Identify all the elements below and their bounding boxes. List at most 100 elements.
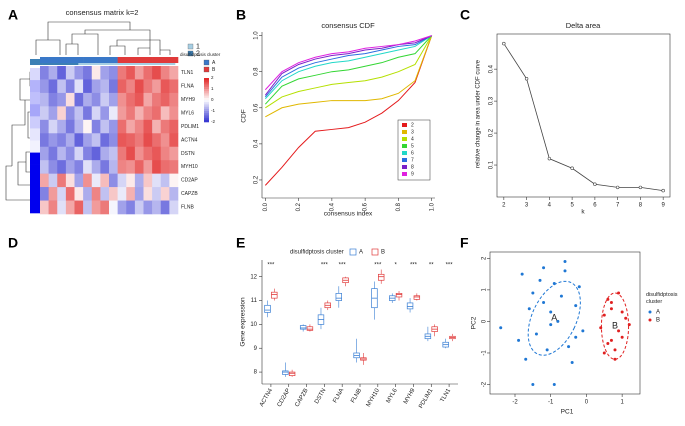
panel-label: F: [460, 235, 469, 251]
heatmap-cell: [126, 146, 136, 161]
heatmap-cell: [109, 106, 118, 121]
heatmap-cell: [160, 133, 170, 148]
heatmap-cell: [74, 92, 84, 107]
heatmap-cell: [126, 119, 136, 134]
y-tick-label: 2: [482, 256, 488, 260]
heatmap-cell: [169, 200, 179, 215]
colorbar-step: [204, 119, 209, 123]
y-tick-label: 0.6: [254, 103, 260, 112]
point: [613, 348, 617, 352]
gene-label: CAPZB: [181, 191, 198, 197]
point: [567, 345, 571, 349]
point: [609, 300, 613, 304]
box: [271, 291, 278, 299]
point: [602, 351, 606, 355]
heatmap-cell: [160, 66, 170, 80]
point: [538, 278, 542, 282]
x-tick-label: 3: [525, 203, 529, 209]
point: [524, 357, 528, 361]
heatmap-cell: [134, 79, 144, 94]
cluster-bar: [65, 57, 75, 63]
heatmap-cell: [109, 66, 118, 80]
heatmap-cell: [30, 188, 43, 202]
heatmap-cell: [83, 160, 93, 174]
colorbar-step: [204, 100, 209, 103]
heatmap-cell: [40, 66, 49, 80]
significance: ***: [267, 263, 275, 269]
chart-title: Delta area: [566, 21, 601, 30]
point: [606, 342, 610, 346]
heatmap-cell: [160, 173, 170, 188]
heatmap-cell: [143, 92, 153, 107]
x-tick-label: CAPZB: [294, 388, 309, 408]
y-axis-label: Gene expression: [240, 297, 247, 347]
colorbar-tick-label: 0: [211, 97, 214, 102]
cdf-line: [265, 35, 433, 109]
heatmap-cell: [57, 173, 67, 188]
significance: ***: [321, 263, 329, 269]
legend-swatch: [402, 137, 407, 141]
heatmap-cell: [152, 187, 162, 201]
heatmap-cell: [169, 92, 179, 107]
cluster-bar: [169, 57, 179, 63]
point: [520, 272, 524, 276]
legend-swatch: [371, 248, 379, 256]
heatmap-cell: [65, 200, 75, 215]
heatmap-cell: [152, 160, 162, 174]
legend-swatch: [203, 66, 210, 73]
point: [549, 310, 553, 314]
heatmap-cell: [126, 187, 136, 201]
cdf-line: [264, 35, 432, 91]
y-axis-label: relative change in area under CDF curve: [476, 59, 482, 168]
point: [570, 360, 574, 364]
heatmap-cell: [160, 200, 170, 215]
x-tick-label: 0.6: [363, 202, 369, 211]
heatmap-cell: [40, 92, 49, 107]
point: [620, 335, 624, 339]
cluster-bar: [126, 57, 136, 63]
heatmap-cell: [143, 146, 153, 161]
heatmap-cell: [74, 187, 84, 201]
heatmap-cell: [48, 106, 58, 121]
gene-label: CD2AP: [181, 178, 198, 184]
heatmap-cell: [30, 104, 43, 117]
cdf-line: [264, 35, 432, 96]
heatmap-cell: [40, 79, 49, 94]
cluster-bar: [152, 57, 162, 63]
x-tick-label: 0.8: [396, 202, 402, 211]
heatmap-cell: [57, 66, 67, 80]
cluster-bar: [30, 59, 43, 65]
heatmap-cell: [100, 187, 110, 201]
y-tick-label: 9: [254, 346, 258, 352]
confidence-ellipse: [527, 280, 581, 356]
heatmap-cell: [48, 133, 58, 148]
legend-swatch: [402, 172, 407, 176]
heatmap-cell: [83, 79, 93, 94]
heatmap-cell: [57, 146, 67, 161]
x-tick-label: ACTN4: [259, 387, 274, 408]
x-tick-label: MYH9: [403, 387, 417, 405]
heatmap-cell: [91, 106, 101, 121]
colorbar-step: [204, 82, 209, 85]
heatmap-cell: [65, 79, 75, 94]
heatmap-cell: [169, 106, 179, 121]
cluster-annotation: B: [612, 321, 618, 331]
y-tick-label: 0.4: [254, 139, 260, 148]
dendrogram: [35, 21, 171, 55]
legend-label: 9: [411, 171, 414, 177]
heatmap-cell: [48, 187, 58, 201]
colorbar-tick-label: -1: [211, 108, 215, 113]
heatmap-cell: [143, 160, 153, 174]
heatmap-cell: [65, 106, 75, 121]
heatmap-cell: [100, 92, 110, 107]
cdf-line: [265, 35, 433, 118]
heatmap-cell: [83, 133, 93, 148]
heatmap-cell: [117, 66, 127, 80]
box: [378, 273, 385, 281]
panel-label: A: [8, 7, 18, 23]
y-tick-label: -2: [482, 381, 488, 387]
heatmap-cell: [57, 106, 67, 121]
heatmap-cell: [40, 106, 49, 121]
heatmap-cell: [117, 160, 127, 174]
heatmap-cell: [74, 66, 84, 80]
